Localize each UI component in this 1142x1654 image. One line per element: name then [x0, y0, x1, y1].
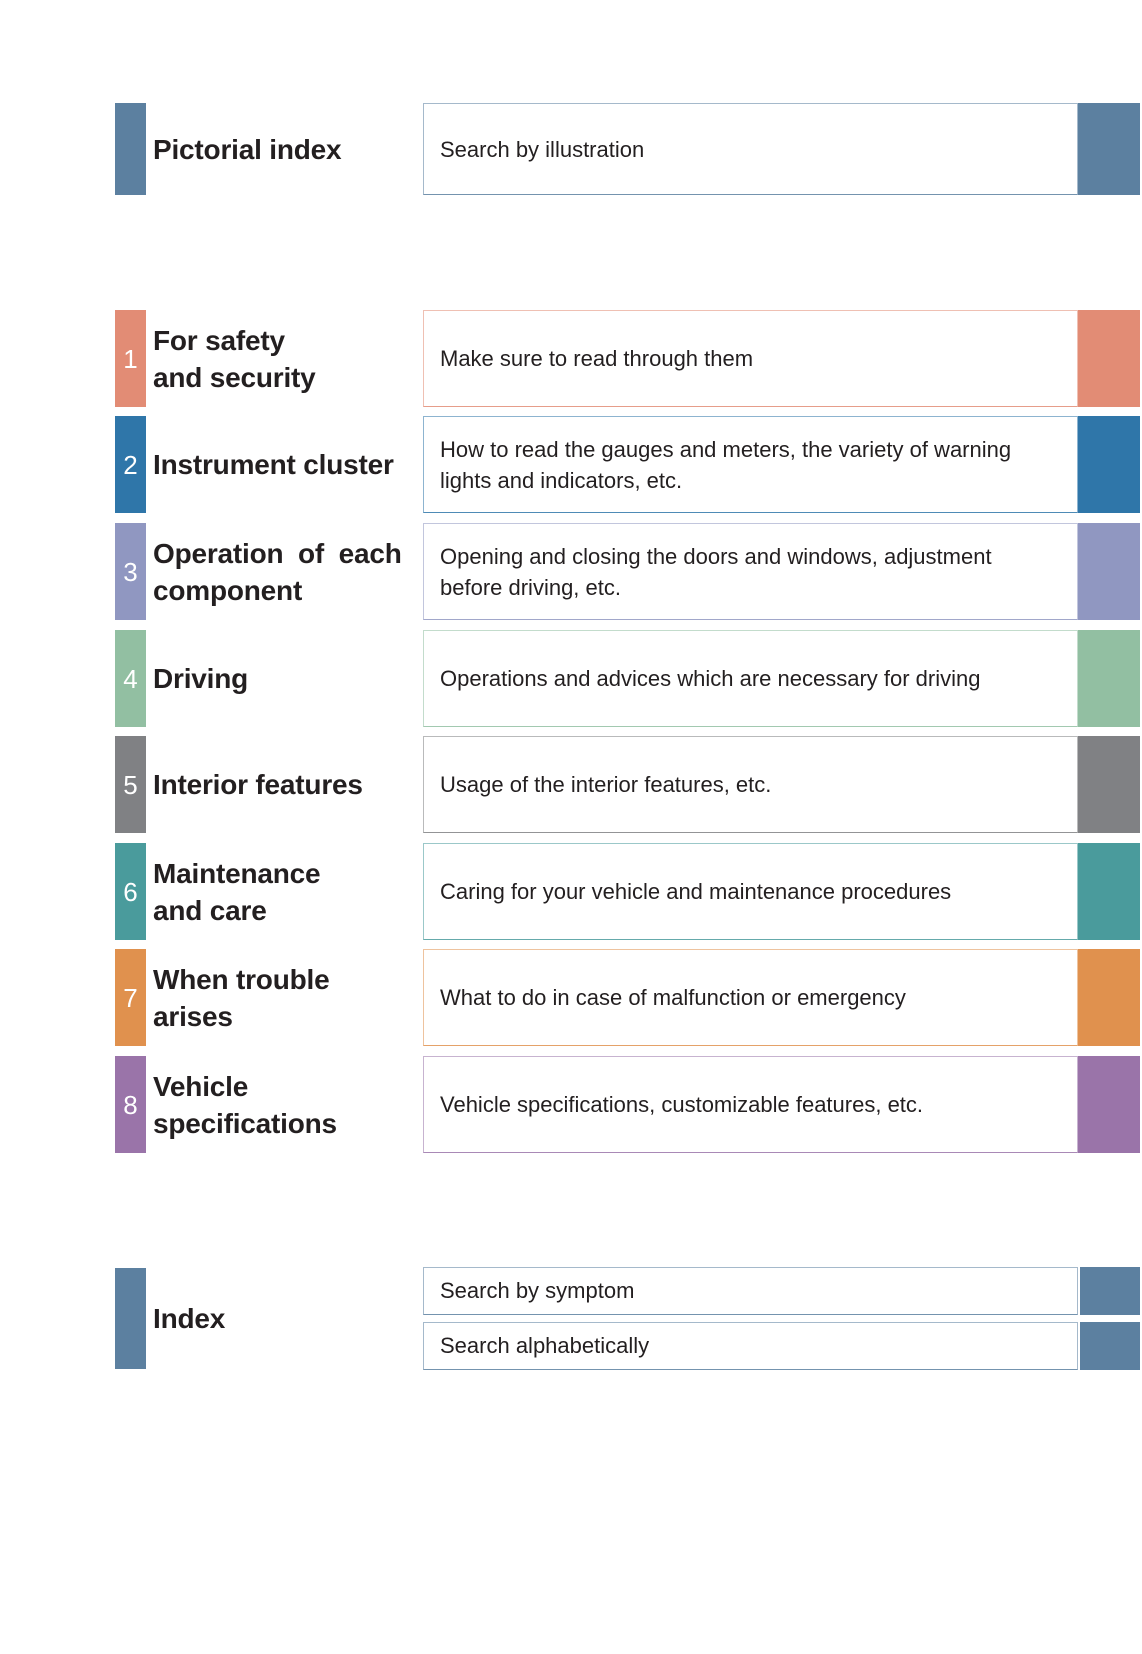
section-3-description-box[interactable]: Opening and closing the doors and window… [423, 523, 1078, 620]
section-6-number-badge: 6 [115, 843, 146, 940]
section-7-number: 7 [123, 982, 138, 1013]
section-5-number-badge: 5 [115, 736, 146, 833]
index-color-block [115, 1268, 146, 1369]
section-8-title-line-1: Vehicle [153, 1070, 249, 1102]
section-row-4: 4 Driving Operations and advices which a… [0, 630, 1142, 727]
section-6-description-box[interactable]: Caring for your vehicle and maintenance … [423, 843, 1078, 940]
section-1-number-badge: 1 [115, 310, 146, 407]
section-7-title-line-1: When trouble [153, 963, 330, 995]
section-4-title[interactable]: Driving [153, 630, 417, 727]
section-7-title-line-2: arises [153, 1000, 233, 1032]
section-1-title-line-2: and security [153, 361, 316, 393]
section-7-description-line-1: What to do in case of malfunction or eme… [440, 985, 906, 1010]
section-3-title-line-2: component [153, 574, 303, 606]
section-3-number-badge: 3 [115, 523, 146, 620]
section-2-thumb-tab [1078, 416, 1140, 513]
pictorial-index-row: Pictorial index Search by illustration [0, 103, 1142, 195]
section-1-description-line-1: Make sure to read through them [440, 346, 754, 371]
section-7-title[interactable]: When trouble arises [153, 949, 417, 1046]
section-5-thumb-tab [1078, 736, 1140, 833]
index-title-text: Index [153, 1303, 226, 1334]
index-title[interactable]: Index [153, 1267, 417, 1370]
section-row-7: 7 When trouble arises What to do in case… [0, 949, 1142, 1046]
section-8-title-line-2: specifications [153, 1107, 337, 1139]
section-7-thumb-tab [1078, 949, 1140, 1046]
section-2-title-line-1: Instrument cluster [153, 449, 394, 480]
section-3-number: 3 [123, 556, 138, 587]
section-2-description-line-1: How to read the gauges and meters, the v… [440, 436, 1012, 462]
section-8-number: 8 [123, 1089, 138, 1120]
section-1-thumb-tab [1078, 310, 1140, 407]
section-6-title-line-2: and care [153, 894, 267, 926]
section-5-title[interactable]: Interior features [153, 736, 417, 833]
section-8-title[interactable]: Vehicle specifications [153, 1056, 417, 1153]
pictorial-index-description: Search by illustration [440, 136, 645, 162]
section-6-description-line-1: Caring for your vehicle and maintenance … [440, 879, 952, 904]
section-row-3: 3 Operation of each component Opening an… [0, 523, 1142, 620]
section-3-description-line-2: before driving, etc. [440, 574, 621, 600]
section-4-description-box[interactable]: Operations and advices which are necessa… [423, 630, 1078, 727]
section-2-number: 2 [123, 449, 138, 480]
section-1-title-line-1: For safety [153, 324, 285, 356]
section-4-number: 4 [123, 663, 138, 694]
section-1-number: 1 [123, 343, 138, 374]
index-item-search-by-symptom[interactable]: Search by symptom [423, 1267, 1078, 1315]
section-5-title-line-1: Interior features [153, 769, 363, 800]
pictorial-index-color-block [115, 103, 146, 195]
pictorial-index-title-text: Pictorial index [153, 133, 342, 165]
section-3-title[interactable]: Operation of each component [153, 523, 417, 620]
section-2-title[interactable]: Instrument cluster [153, 416, 417, 513]
section-2-number-badge: 2 [115, 416, 146, 513]
section-4-number-badge: 4 [115, 630, 146, 727]
index-row: Index Search by symptom Search alphabeti… [0, 1267, 1142, 1370]
section-6-title-line-1: Maintenance [153, 857, 321, 889]
section-1-title[interactable]: For safety and security [153, 310, 417, 407]
section-row-8: 8 Vehicle specifications Vehicle specifi… [0, 1056, 1142, 1153]
section-7-number-badge: 7 [115, 949, 146, 1046]
pictorial-index-thumb-tab [1078, 103, 1140, 195]
section-3-thumb-tab [1078, 523, 1140, 620]
section-6-thumb-tab [1078, 843, 1140, 940]
section-4-description-line-1: Operations and advices which are necessa… [440, 666, 981, 691]
section-row-5: 5 Interior features Usage of the interio… [0, 736, 1142, 833]
index-item-label: Search alphabetically [440, 1333, 650, 1358]
index-thumb-tab-1 [1080, 1267, 1140, 1315]
section-3-description-line-1: Opening and closing the doors and window… [440, 543, 992, 569]
section-3-title-line-1: Operation of each [153, 537, 402, 569]
section-4-thumb-tab [1078, 630, 1140, 727]
section-8-description-box[interactable]: Vehicle specifications, customizable fea… [423, 1056, 1078, 1153]
index-item-label: Search by symptom [440, 1278, 635, 1303]
section-7-description-box[interactable]: What to do in case of malfunction or eme… [423, 949, 1078, 1046]
section-8-thumb-tab [1078, 1056, 1140, 1153]
section-5-number: 5 [123, 769, 138, 800]
index-thumb-tab-2 [1080, 1322, 1140, 1370]
pictorial-index-title[interactable]: Pictorial index [153, 103, 417, 195]
section-5-description-box[interactable]: Usage of the interior features, etc. [423, 736, 1078, 833]
section-1-description-box[interactable]: Make sure to read through them [423, 310, 1078, 407]
section-row-2: 2 Instrument cluster How to read the gau… [0, 416, 1142, 513]
section-6-number: 6 [123, 876, 138, 907]
section-6-title[interactable]: Maintenance and care [153, 843, 417, 940]
section-8-description-line-1: Vehicle specifications, customizable fea… [440, 1092, 924, 1117]
section-4-title-line-1: Driving [153, 663, 249, 694]
section-2-description-line-2: lights and indicators, etc. [440, 467, 683, 493]
section-row-6: 6 Maintenance and care Caring for your v… [0, 843, 1142, 940]
section-row-1: 1 For safety and security Make sure to r… [0, 310, 1142, 407]
pictorial-index-description-box[interactable]: Search by illustration [423, 103, 1078, 195]
section-2-description-box[interactable]: How to read the gauges and meters, the v… [423, 416, 1078, 513]
section-5-description-line-1: Usage of the interior features, etc. [440, 772, 772, 797]
section-8-number-badge: 8 [115, 1056, 146, 1153]
index-item-search-alphabetically[interactable]: Search alphabetically [423, 1322, 1078, 1370]
